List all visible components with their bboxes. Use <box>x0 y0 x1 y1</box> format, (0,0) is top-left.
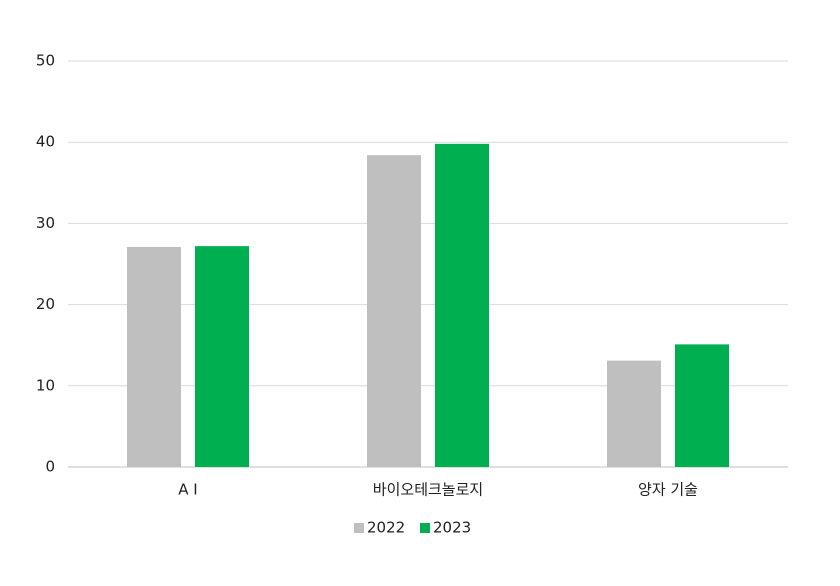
x-tick-label: 양자 기술 <box>638 481 698 499</box>
y-tick-label: 10 <box>36 376 55 394</box>
x-tick-label: A I <box>178 481 197 499</box>
bar <box>607 360 661 467</box>
y-tick-label: 0 <box>45 458 55 476</box>
bar <box>195 246 249 467</box>
legend-swatch <box>354 523 364 533</box>
legend-swatch <box>420 523 430 533</box>
bar <box>367 155 421 467</box>
y-tick-label: 20 <box>36 295 55 313</box>
y-tick-label: 50 <box>36 52 55 70</box>
bar <box>127 246 181 467</box>
legend-label: 2023 <box>433 519 471 537</box>
y-tick-label: 40 <box>36 133 55 151</box>
bar <box>435 143 489 467</box>
bar <box>675 344 729 467</box>
y-tick-label: 30 <box>36 214 55 232</box>
legend-label: 2022 <box>367 519 405 537</box>
x-tick-label: 바이오테크놀로지 <box>373 481 483 499</box>
